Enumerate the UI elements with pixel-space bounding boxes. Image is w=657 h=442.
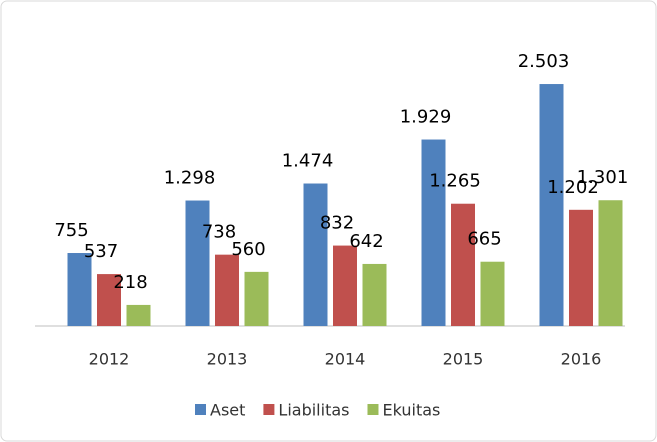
legend-swatch	[195, 404, 206, 415]
bar	[303, 183, 328, 326]
x-tick-label: 2012	[89, 350, 130, 369]
data-label: 1.202	[547, 177, 599, 198]
x-tick-label: 2015	[443, 350, 484, 369]
data-label: 218	[113, 272, 147, 293]
data-label: 1.929	[400, 107, 452, 128]
bar	[126, 304, 151, 326]
data-label: 2.503	[518, 51, 570, 72]
data-label: 1.298	[164, 168, 216, 189]
data-label: 755	[54, 220, 88, 241]
bar	[97, 274, 121, 326]
data-label: 665	[467, 229, 501, 250]
bar	[451, 203, 475, 326]
legend-label: Aset	[210, 401, 245, 420]
bar	[362, 263, 387, 326]
x-tick-label: 2014	[325, 350, 366, 369]
data-label: 1.301	[577, 167, 629, 188]
data-label: 642	[349, 231, 383, 252]
legend-swatch	[367, 404, 379, 415]
bar	[539, 84, 564, 326]
bar	[215, 254, 239, 326]
bar	[244, 271, 269, 326]
data-label: 1.474	[282, 151, 334, 172]
data-label: 537	[84, 241, 118, 262]
bar	[598, 200, 623, 326]
bar	[569, 209, 593, 326]
bar	[421, 139, 446, 326]
legend-label: Liabilitas	[278, 401, 349, 420]
data-label: 560	[231, 239, 265, 260]
data-label: 832	[320, 213, 354, 234]
legend-swatch	[263, 404, 275, 415]
bar	[333, 245, 357, 326]
bar	[67, 253, 92, 326]
x-tick-label: 2013	[207, 350, 248, 369]
bar	[480, 261, 505, 326]
x-tick-label: 2016	[561, 350, 602, 369]
data-label: 738	[202, 222, 236, 243]
data-label: 1.265	[429, 171, 481, 192]
legend-label: Ekuitas	[382, 401, 440, 420]
bar	[185, 200, 210, 326]
